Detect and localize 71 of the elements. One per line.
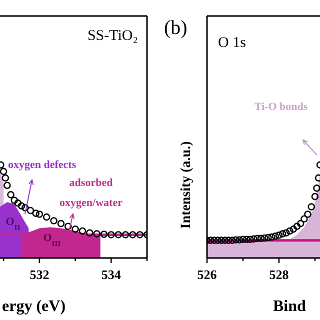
point [272, 232, 280, 240]
point [311, 192, 319, 200]
text: (b) [164, 17, 188, 39]
x-axis-title: ergy (eV) [2, 298, 66, 315]
point [278, 230, 286, 238]
y-axis-title: Intensity (a.u.) [179, 140, 194, 229]
annotation: O$_{III}$ [43, 232, 61, 248]
point [264, 234, 272, 242]
x-axis-title: Bind [273, 298, 306, 315]
point [14, 199, 22, 207]
point [207, 236, 214, 244]
point [36, 210, 44, 218]
x-tick-label: 532 [30, 267, 50, 282]
point [218, 236, 226, 244]
point [107, 231, 115, 238]
point [214, 236, 222, 244]
point [42, 213, 50, 221]
point [18, 202, 26, 210]
point [21, 204, 29, 212]
annotation: adsorbed oxygen/water [60, 177, 123, 209]
point [26, 206, 34, 214]
annotation: oxygen defects [8, 159, 77, 171]
point [64, 222, 72, 230]
point [122, 231, 130, 238]
point [268, 233, 276, 241]
point [286, 227, 294, 235]
point [210, 236, 218, 244]
point [304, 210, 312, 218]
point [275, 232, 283, 239]
point [290, 225, 298, 233]
point [100, 230, 108, 238]
point [293, 222, 301, 230]
point [0, 168, 8, 176]
point [260, 234, 268, 242]
point [78, 227, 86, 235]
point [7, 191, 14, 198]
point [254, 234, 262, 242]
point [250, 235, 258, 243]
point [282, 229, 290, 237]
point [86, 229, 94, 237]
point [32, 210, 40, 217]
x-tick-label: 534 [101, 267, 122, 282]
point [246, 236, 254, 244]
annotation: O$_{II}$ [6, 216, 20, 232]
point [4, 182, 11, 190]
point [296, 220, 304, 228]
point [236, 236, 244, 244]
point [50, 217, 58, 224]
point [300, 215, 308, 223]
point [129, 231, 136, 238]
x-tick-label: 528 [269, 267, 290, 282]
point [224, 236, 232, 244]
text: SS-TiO₂ [87, 28, 138, 44]
point [313, 184, 320, 192]
point [10, 196, 18, 204]
point [242, 236, 250, 244]
point [239, 236, 247, 244]
point [72, 225, 79, 233]
point [57, 220, 65, 228]
point [114, 231, 122, 238]
point [136, 231, 144, 238]
text: O 1s [218, 35, 246, 51]
point [2, 174, 10, 182]
point [308, 203, 316, 210]
x-tick-label: 526 [197, 267, 218, 282]
point [232, 236, 240, 244]
text: Ti-O bonds [254, 101, 308, 113]
point [228, 236, 236, 244]
point [221, 236, 229, 244]
point [257, 234, 265, 242]
point [93, 230, 100, 238]
